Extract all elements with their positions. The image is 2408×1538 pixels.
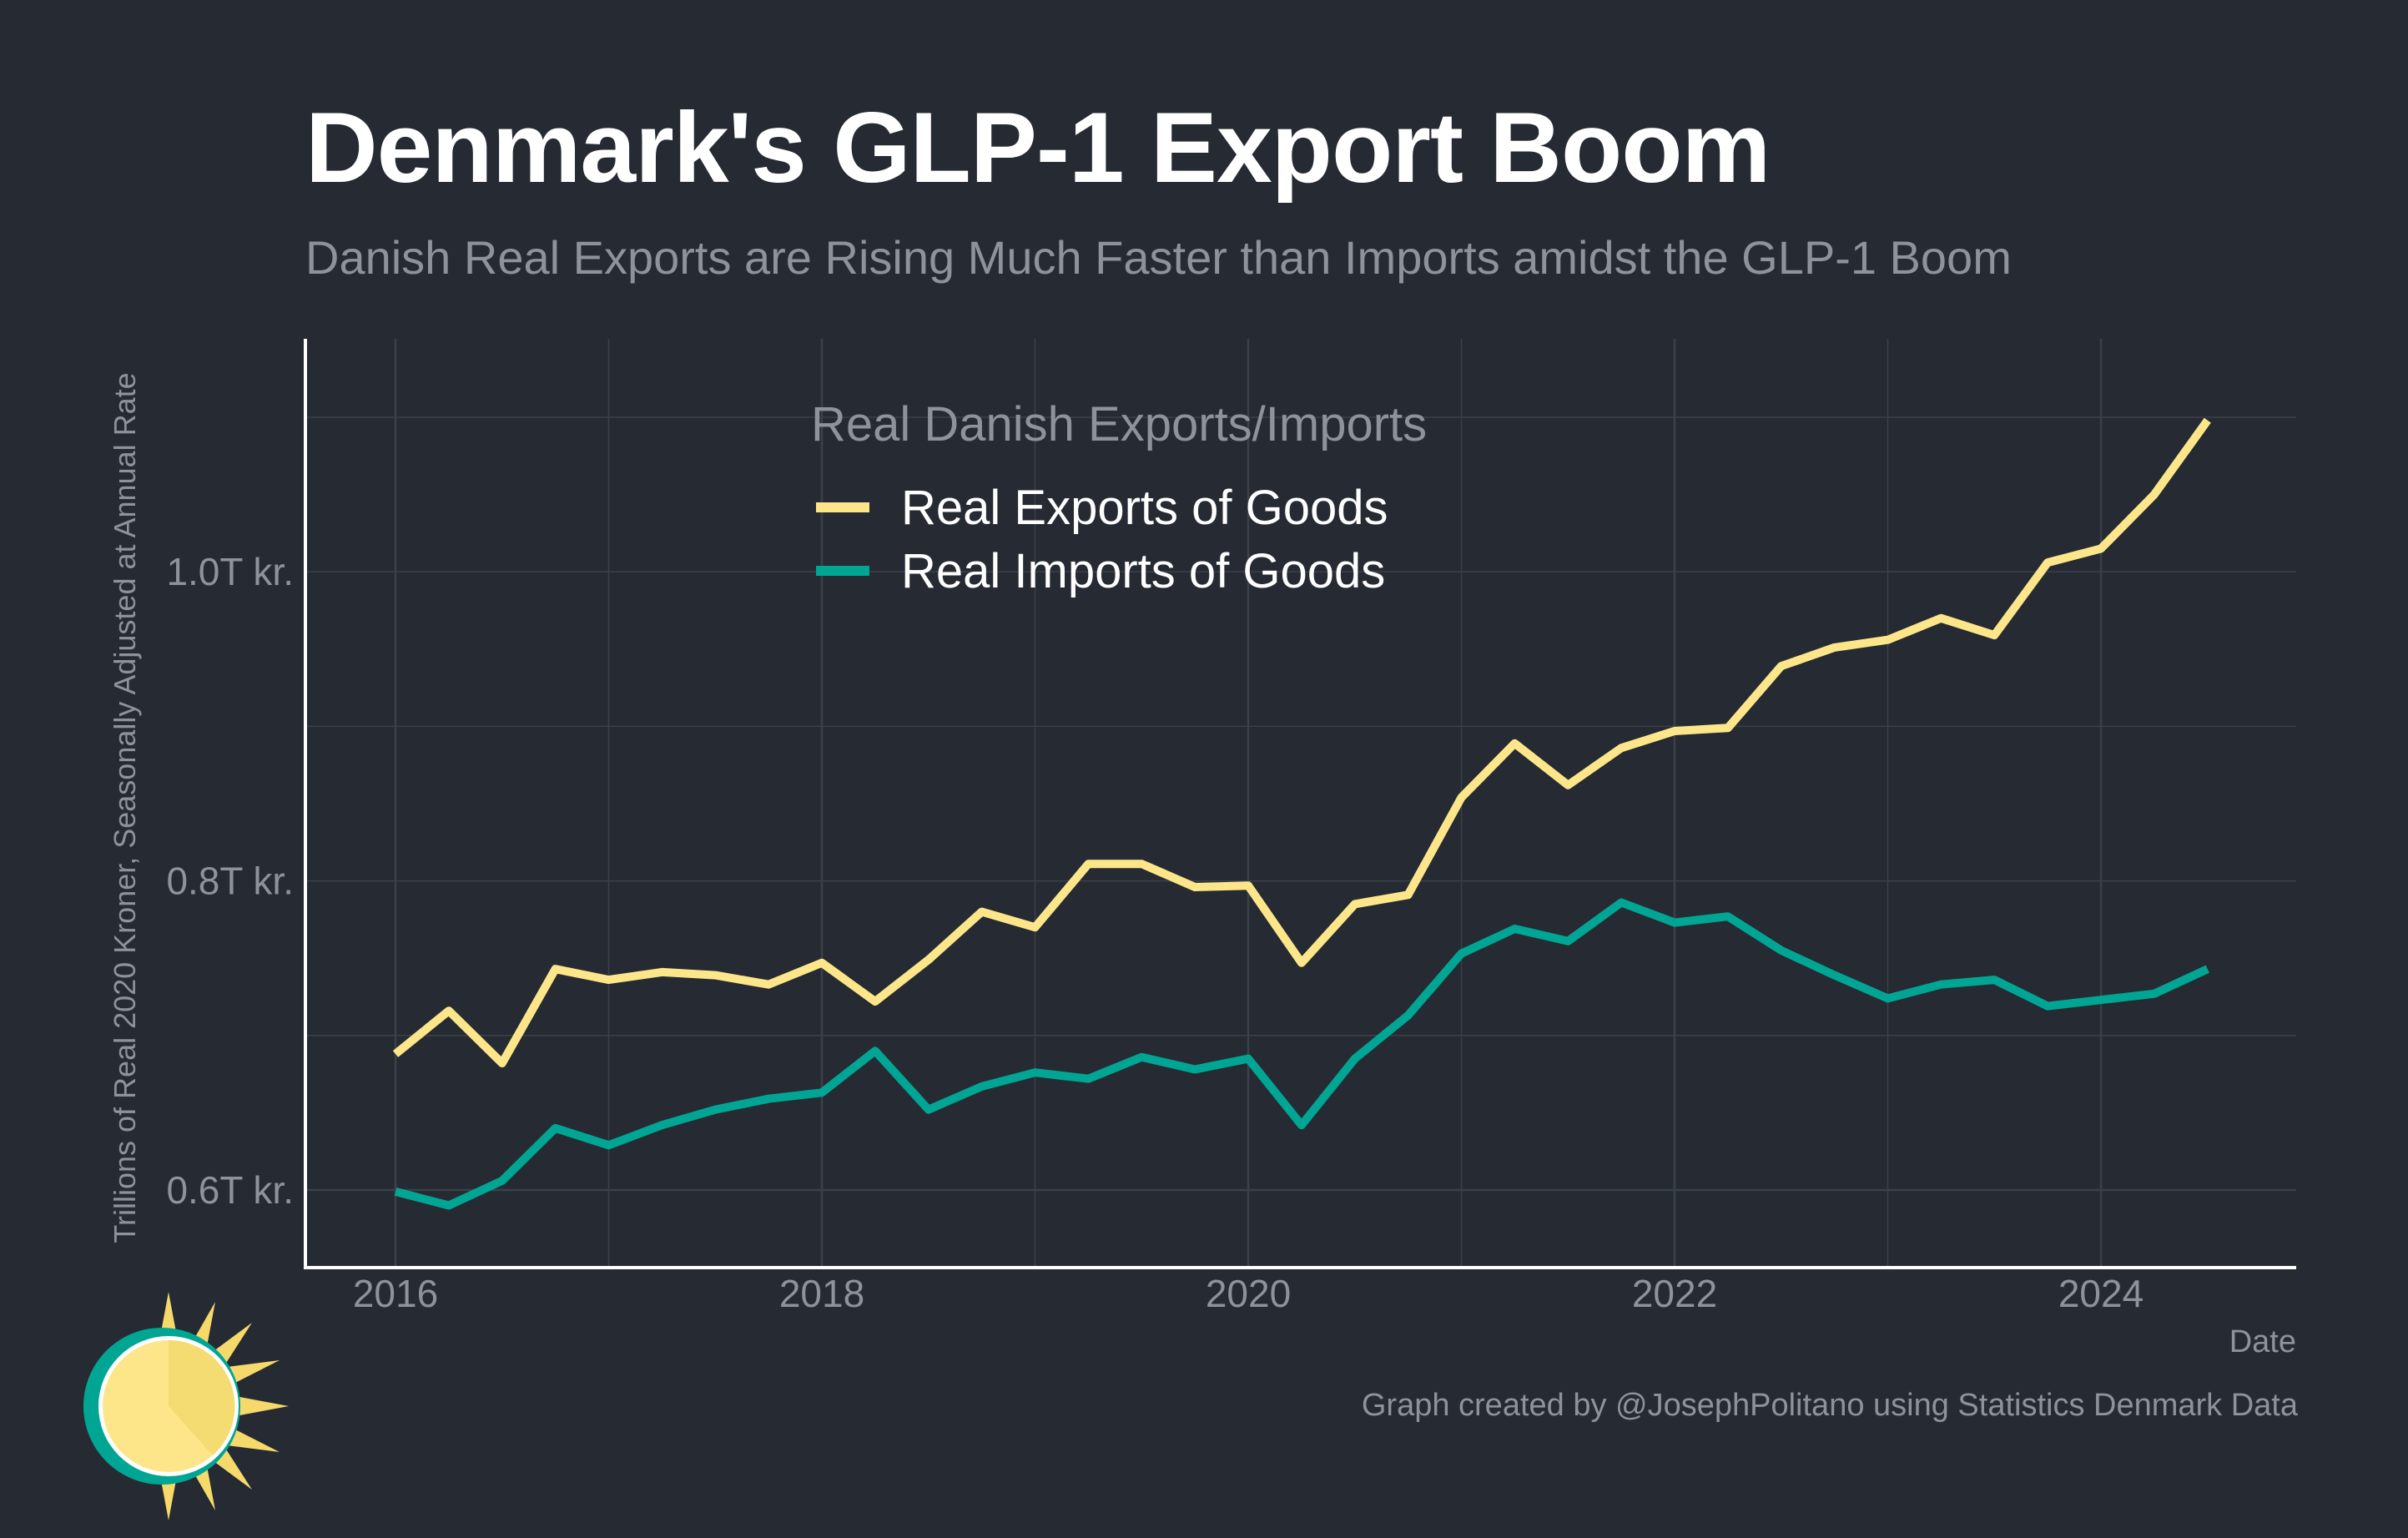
legend-label-exports: Real Exports of Goods [901, 481, 1388, 535]
y-axis-label: Trillions of Real 2020 Kroner, Seasonall… [108, 372, 142, 1243]
chart-subtitle: Danish Real Exports are Rising Much Fast… [305, 231, 2012, 284]
sun-logo-icon [83, 1292, 289, 1520]
legend-label-imports: Real Imports of Goods [901, 544, 1385, 598]
series-lines [392, 417, 2211, 1210]
x-axis-label: Date [2229, 1324, 2296, 1359]
series-line-exports [392, 417, 2211, 1068]
grid-lines [305, 339, 2296, 1268]
y-tick-label: 0.6T kr. [166, 1168, 294, 1212]
chart-title: Denmark's GLP-1 Export Boom [305, 92, 1771, 204]
x-tick-label: 2020 [1206, 1272, 1291, 1315]
x-tick-label: 2024 [2058, 1272, 2144, 1315]
y-tick-label: 0.8T kr. [166, 860, 294, 903]
axes [304, 339, 2296, 1269]
y-tick-label: 1.0T kr. [166, 550, 294, 593]
series-line-imports [394, 898, 2209, 1210]
legend-title: Real Danish Exports/Imports [811, 397, 1427, 451]
legend: Real Danish Exports/Imports Real Exports… [811, 397, 1427, 598]
tick-labels: 2016 2018 2020 2022 2024 0.6T kr. 0.8T kr. 1.0T… [166, 550, 2144, 1315]
x-tick-label: 2016 [353, 1272, 438, 1315]
source-caption: Graph created by @JosephPolitano using S… [1361, 1388, 2298, 1423]
x-tick-label: 2018 [779, 1272, 864, 1315]
x-tick-label: 2022 [1632, 1272, 1717, 1315]
